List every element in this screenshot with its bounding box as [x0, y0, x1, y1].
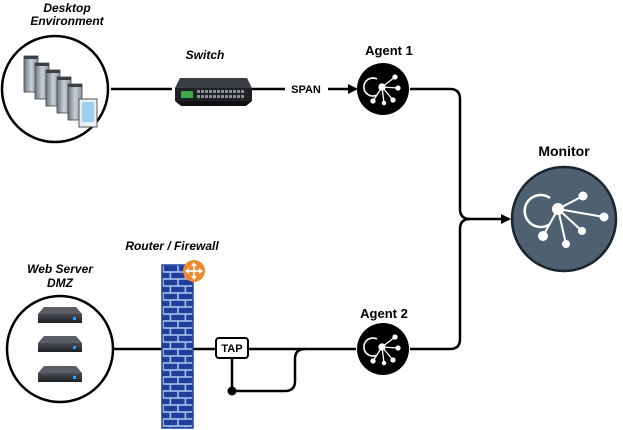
desktop-environment-node[interactable]: Desktop Environment [2, 1, 108, 142]
monitor-node[interactable]: Monitor [512, 143, 616, 271]
agent2-node[interactable]: Agent 2 [357, 306, 409, 375]
network-switch-icon [175, 78, 252, 106]
agent1-label: Agent 1 [365, 43, 413, 58]
tap-node[interactable]: TAP [216, 338, 248, 358]
edge-agent2-monitor [410, 219, 470, 349]
router-arrows-icon [183, 260, 205, 282]
webserver-label-line2: DMZ [47, 276, 74, 290]
agent2-label: Agent 2 [360, 306, 408, 321]
switch-label: Switch [186, 48, 225, 62]
firewall-brick-wall-icon [162, 265, 193, 428]
router-firewall-node[interactable]: Router / Firewall [125, 239, 219, 428]
switch-node[interactable]: Switch [175, 48, 252, 106]
edge-agent1-monitor [410, 89, 509, 219]
agent1-node[interactable]: Agent 1 [357, 43, 413, 115]
tap-junction-dot [228, 387, 237, 396]
desktop-label-line1: Desktop [43, 1, 90, 15]
webserver-dmz-node[interactable]: Web Server DMZ [7, 262, 113, 402]
monitor-label: Monitor [538, 143, 590, 159]
server-appliance-icon [38, 307, 82, 382]
router-firewall-label: Router / Firewall [125, 239, 219, 253]
span-label: SPAN [291, 84, 321, 96]
webserver-label-line1: Web Server [27, 262, 94, 276]
desktop-label-line2: Environment [30, 14, 104, 28]
tap-label: TAP [221, 343, 242, 355]
